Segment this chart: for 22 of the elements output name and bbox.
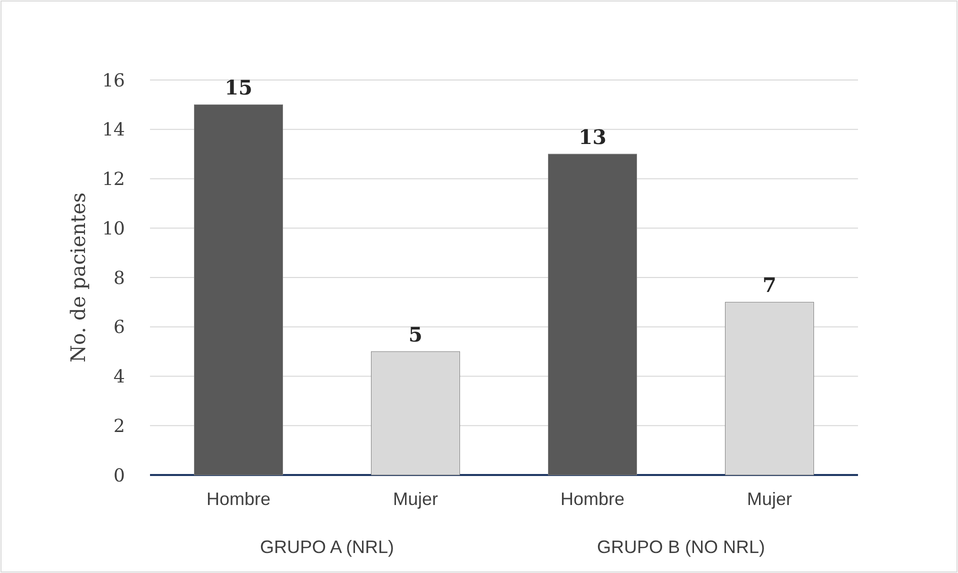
data-label: 13	[578, 125, 606, 150]
data-label: 15	[224, 76, 252, 100]
x-tick-label: Hombre	[560, 489, 625, 509]
y-tick-label: 6	[114, 317, 125, 338]
y-tick-label: 12	[102, 169, 125, 190]
text: GRUPO B (NO NRL)	[596, 537, 766, 557]
y-tick-label: 10	[102, 218, 125, 240]
data-label: 7	[762, 273, 776, 298]
y-axis-title: No. de pacientes	[66, 192, 90, 363]
x-tick-label: Hombre	[206, 489, 271, 509]
bar	[548, 154, 637, 476]
bar	[194, 104, 283, 476]
y-tick-label: 16	[102, 70, 125, 92]
y-tick-label: 4	[114, 366, 125, 388]
y-tick-label: 2	[114, 416, 125, 437]
y-tick-label: 0	[114, 465, 125, 486]
y-tick-label: 14	[102, 120, 125, 141]
x-tick-label: Mujer	[746, 489, 792, 509]
text: GRUPO A (NRL)	[260, 537, 394, 557]
x-tick-label: Mujer	[392, 489, 438, 509]
y-tick-label: 8	[114, 268, 125, 289]
data-label: 5	[408, 322, 422, 347]
